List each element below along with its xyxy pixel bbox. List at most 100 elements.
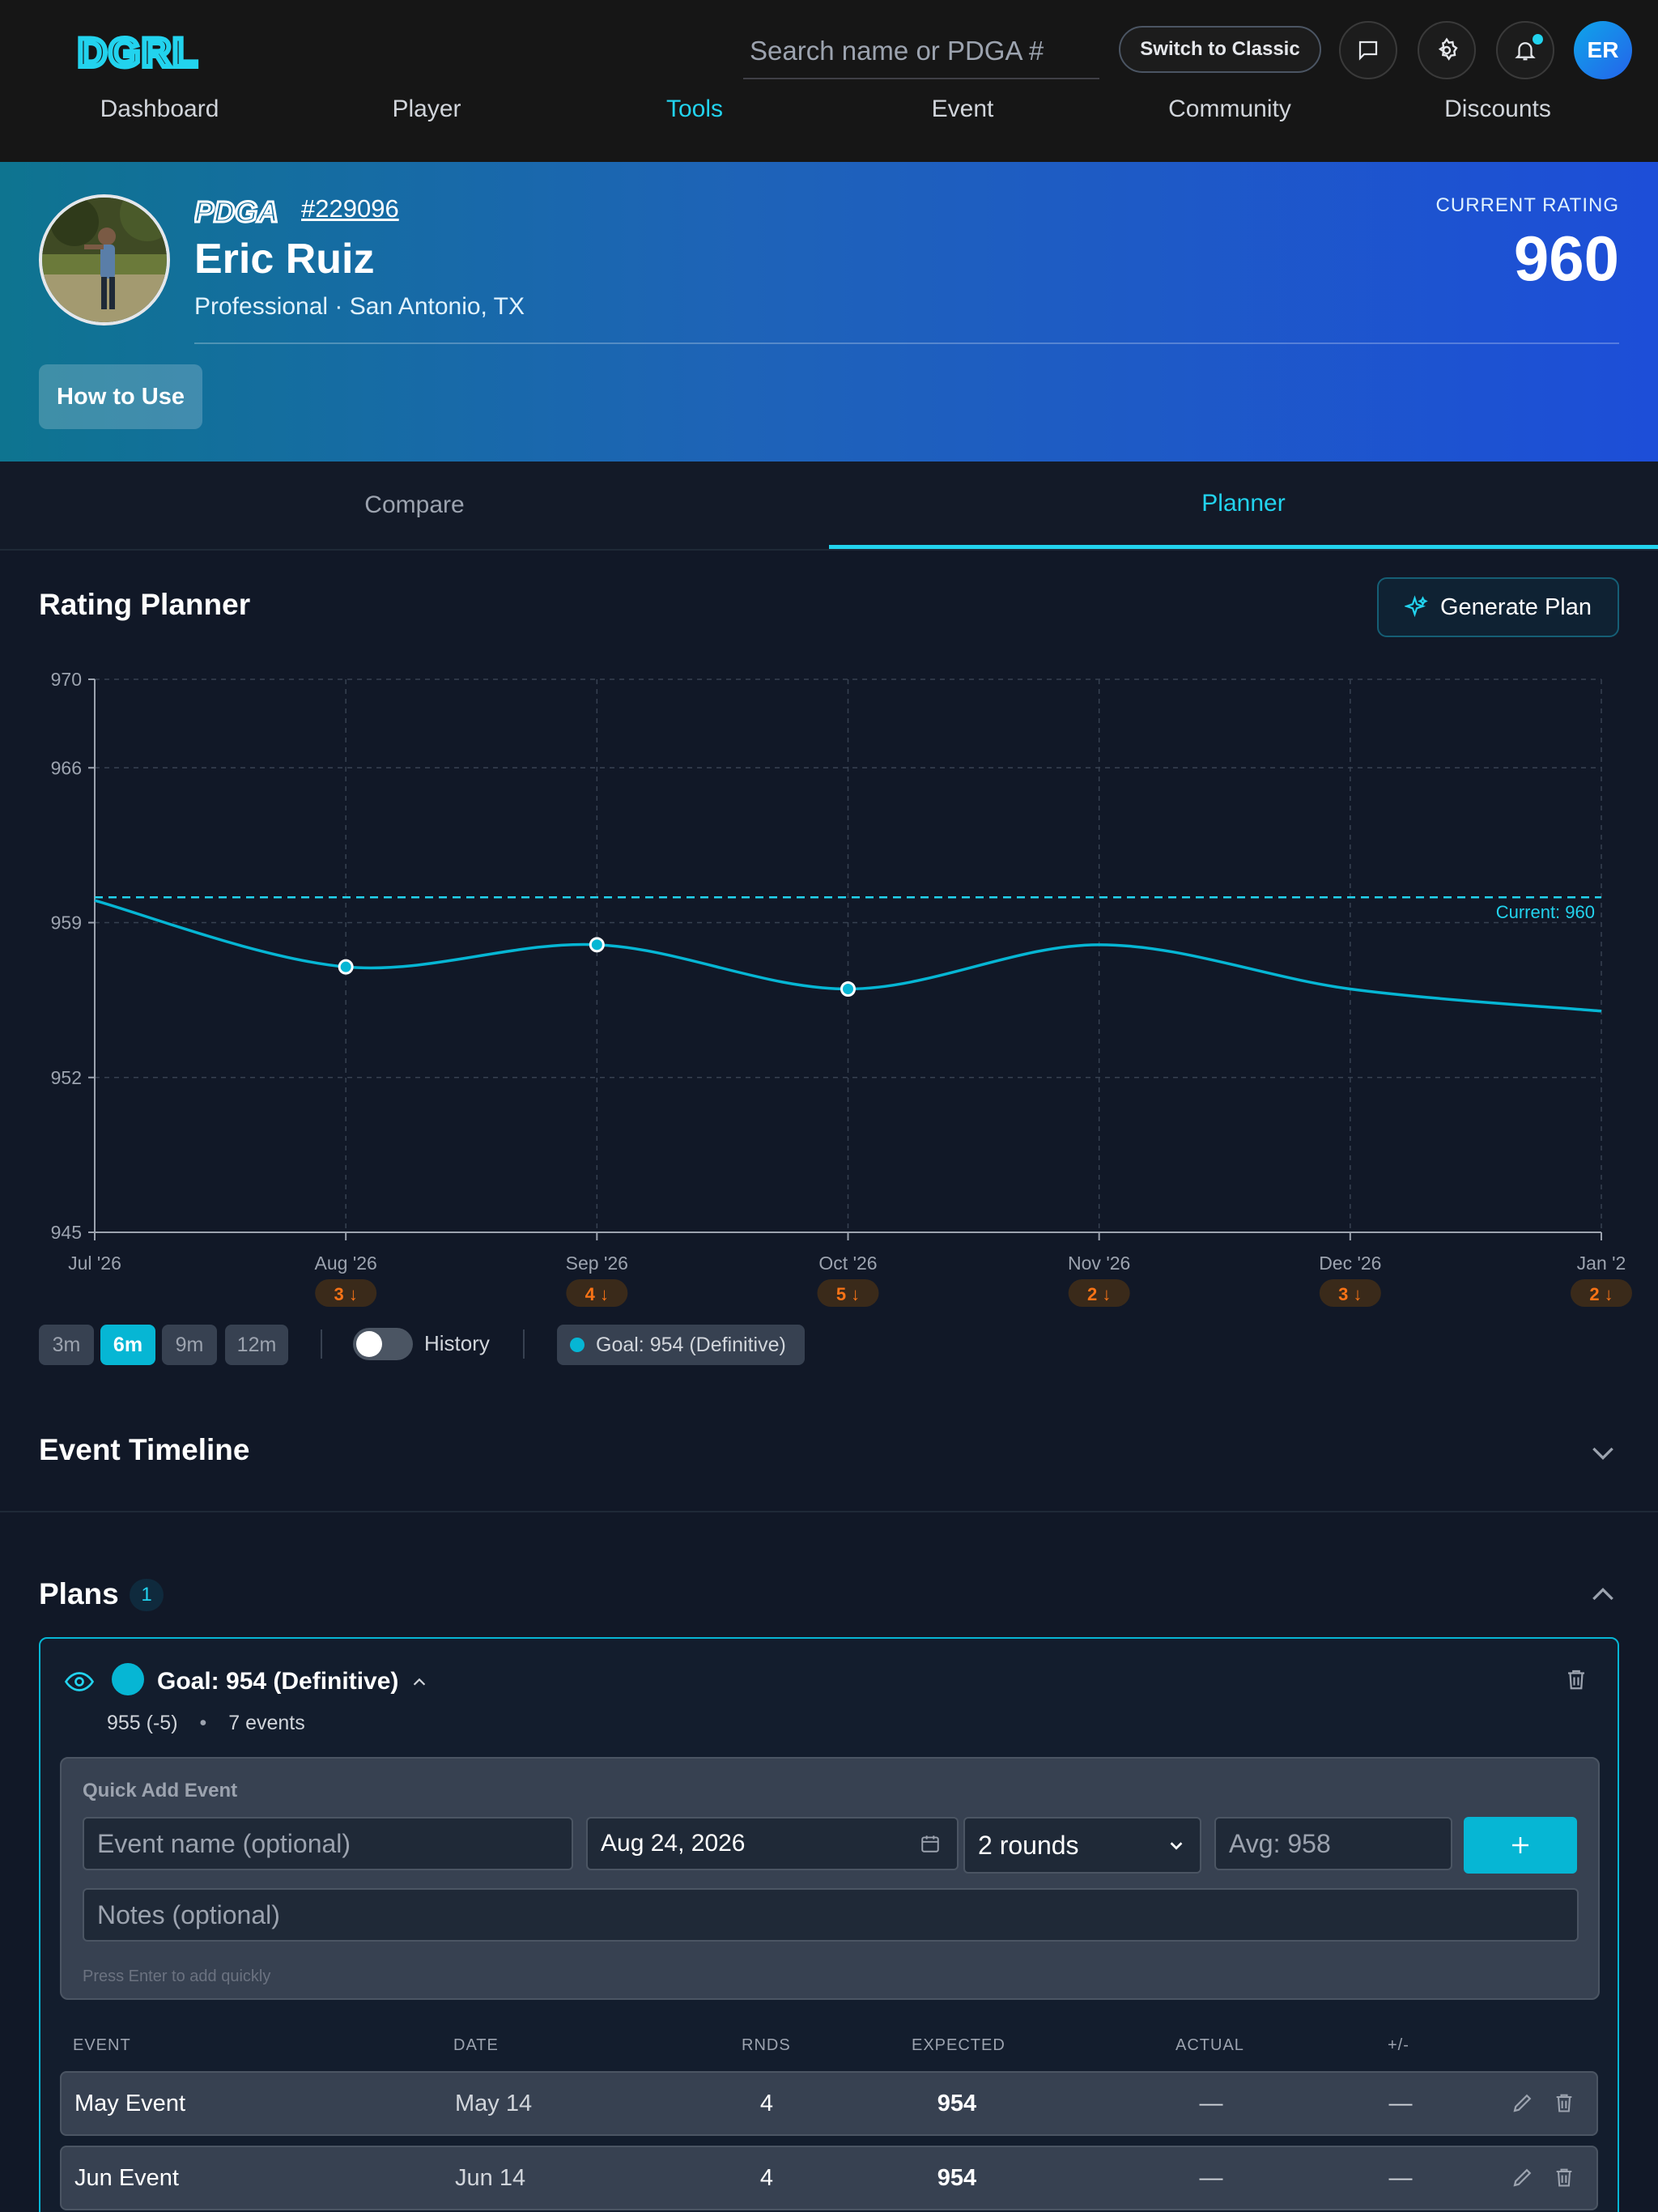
row-actual: — xyxy=(1199,2165,1223,2191)
pdga-logo: PDGA xyxy=(194,196,280,228)
plus-icon xyxy=(1512,1837,1528,1853)
col-diff: +/- xyxy=(1388,2036,1409,2054)
row-event: Jun Event xyxy=(74,2165,179,2191)
history-toggle[interactable] xyxy=(353,1328,413,1360)
plan-event-count: 7 events xyxy=(228,1712,305,1734)
plan-color-swatch[interactable] xyxy=(112,1663,144,1695)
current-rating-label: Current: 960 xyxy=(1496,902,1595,922)
table-row[interactable]: May Event May 14 4 954 — — xyxy=(60,2071,1598,2136)
current-rating-label: CURRENT RATING xyxy=(1435,194,1619,216)
range-6m-button[interactable]: 6m xyxy=(100,1325,155,1365)
bell-icon xyxy=(1515,42,1536,61)
pdga-number-link[interactable]: #229096 xyxy=(301,194,399,223)
x-tick-label: Jul '26 xyxy=(68,1253,121,1274)
nav-event[interactable]: Event xyxy=(931,96,994,122)
notes-input[interactable] xyxy=(97,1899,1577,1930)
nav-tools[interactable]: Tools xyxy=(665,96,724,122)
event-date-field[interactable]: Aug 24, 2026 xyxy=(586,1817,959,1870)
main-nav: Dashboard Player Tools Event Community D… xyxy=(0,96,1658,136)
current-rating-value: 960 xyxy=(1513,223,1619,294)
notes-field[interactable] xyxy=(83,1888,1579,1942)
event-point xyxy=(589,937,605,953)
x-tick-label: Dec '26 xyxy=(1319,1253,1381,1274)
col-actual: ACTUAL xyxy=(1175,2036,1244,2054)
col-expected: EXPECTED xyxy=(912,2036,1005,2054)
player-meta: Professional · San Antonio, TX xyxy=(194,293,525,320)
event-name-input[interactable] xyxy=(97,1828,572,1859)
range-12m-button[interactable]: 12m xyxy=(225,1325,288,1365)
edit-icon[interactable] xyxy=(1511,2165,1535,2189)
chat-icon xyxy=(1358,40,1378,61)
svg-text:DGRL: DGRL xyxy=(78,32,199,71)
notifications-button[interactable] xyxy=(1496,21,1554,79)
rounds-select[interactable]: 2 rounds xyxy=(963,1817,1201,1874)
nav-community[interactable]: Community xyxy=(1168,96,1291,122)
calendar-icon[interactable] xyxy=(920,1833,941,1854)
plan-name[interactable]: Goal: 954 (Definitive) xyxy=(157,1668,428,1695)
event-timeline-title: Event Timeline xyxy=(39,1433,250,1466)
controls-divider xyxy=(523,1329,525,1359)
player-search[interactable] xyxy=(743,24,1099,79)
y-tick-label: 966 xyxy=(51,757,82,778)
goal-color-dot xyxy=(570,1338,585,1352)
col-rounds: RNDS xyxy=(742,2036,791,2054)
trash-icon[interactable] xyxy=(1553,2165,1575,2189)
row-expected: 954 xyxy=(937,2165,977,2191)
dgrl-logo[interactable]: DGRL xyxy=(78,32,217,71)
generate-plan-button[interactable]: Generate Plan xyxy=(1377,577,1619,637)
plans-count-badge: 1 xyxy=(130,1579,164,1611)
how-to-use-button[interactable]: How to Use xyxy=(39,364,202,429)
event-name-field[interactable] xyxy=(83,1817,573,1870)
event-count-badge xyxy=(817,1279,879,1307)
generate-plan-label: Generate Plan xyxy=(1439,593,1592,620)
controls-divider xyxy=(321,1329,322,1359)
trash-icon[interactable] xyxy=(1564,1666,1588,1692)
edit-icon[interactable] xyxy=(1511,2091,1535,2115)
event-count-label: 2 ↓ xyxy=(1087,1284,1111,1304)
row-diff: — xyxy=(1388,2165,1413,2191)
rounds-select-value: 2 rounds xyxy=(978,1830,1079,1860)
tab-compare[interactable]: Compare xyxy=(364,491,465,518)
search-input[interactable] xyxy=(743,24,1099,78)
trash-icon[interactable] xyxy=(1553,2091,1575,2115)
chevron-down-icon xyxy=(1170,1842,1183,1850)
rating-chart: 970 966 959 952 945 Jul '26 Aug '26 Sep '26 Oct … xyxy=(51,669,1632,1307)
chevron-down-icon[interactable] xyxy=(1587,1436,1619,1469)
add-event-button[interactable] xyxy=(1464,1817,1577,1874)
event-count-badge xyxy=(1319,1279,1381,1307)
avg-rating-input[interactable] xyxy=(1229,1828,1451,1859)
settings-button[interactable] xyxy=(1418,21,1476,79)
player-photo xyxy=(39,194,170,325)
nav-discounts[interactable]: Discounts xyxy=(1444,96,1551,122)
row-event: May Event xyxy=(74,2091,185,2116)
gear-icon xyxy=(1438,37,1458,61)
nav-player[interactable]: Player xyxy=(392,96,461,122)
chevron-up-icon[interactable] xyxy=(410,1674,428,1691)
plan-summary: 955 (-5) • 7 events xyxy=(107,1712,305,1734)
x-tick-label: Aug '26 xyxy=(315,1253,377,1274)
plans-title: Plans xyxy=(39,1577,119,1610)
x-tick-label: Jan '2 xyxy=(1577,1253,1626,1274)
x-tick-label: Nov '26 xyxy=(1068,1253,1130,1274)
avg-rating-field[interactable] xyxy=(1214,1817,1452,1870)
range-3m-button[interactable]: 3m xyxy=(39,1325,94,1365)
rating-planner-title: Rating Planner xyxy=(39,588,251,621)
plan-projection: 955 (-5) xyxy=(107,1712,178,1734)
switch-classic-button[interactable]: Switch to Classic xyxy=(1119,26,1321,73)
messages-button[interactable] xyxy=(1339,21,1397,79)
sparkle-icon xyxy=(1404,595,1428,618)
table-row[interactable]: Jun Event Jun 14 4 954 — — xyxy=(60,2146,1598,2210)
event-count-label: 2 ↓ xyxy=(1589,1284,1613,1304)
nav-dashboard[interactable]: Dashboard xyxy=(100,96,219,122)
notification-dot xyxy=(1533,34,1543,45)
quick-add-title: Quick Add Event xyxy=(83,1780,238,1802)
chevron-up-icon[interactable] xyxy=(1587,1579,1619,1611)
event-count-label: 3 ↓ xyxy=(1338,1284,1362,1304)
tab-planner[interactable]: Planner xyxy=(829,462,1658,549)
history-toggle-label: History xyxy=(424,1331,490,1355)
range-9m-button[interactable]: 9m xyxy=(162,1325,217,1365)
eye-icon[interactable] xyxy=(65,1670,94,1694)
user-avatar[interactable]: ER xyxy=(1574,21,1632,79)
goal-chip[interactable]: Goal: 954 (Definitive) xyxy=(557,1325,805,1365)
top-bar: DGRL Switch to Classic ER Dashboard Play… xyxy=(0,0,1658,162)
